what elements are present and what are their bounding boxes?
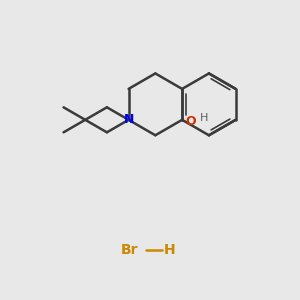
- Text: Br: Br: [121, 243, 138, 257]
- Text: H: H: [200, 113, 208, 123]
- Text: N: N: [123, 113, 134, 126]
- Text: H: H: [163, 243, 175, 257]
- Text: O: O: [186, 115, 196, 128]
